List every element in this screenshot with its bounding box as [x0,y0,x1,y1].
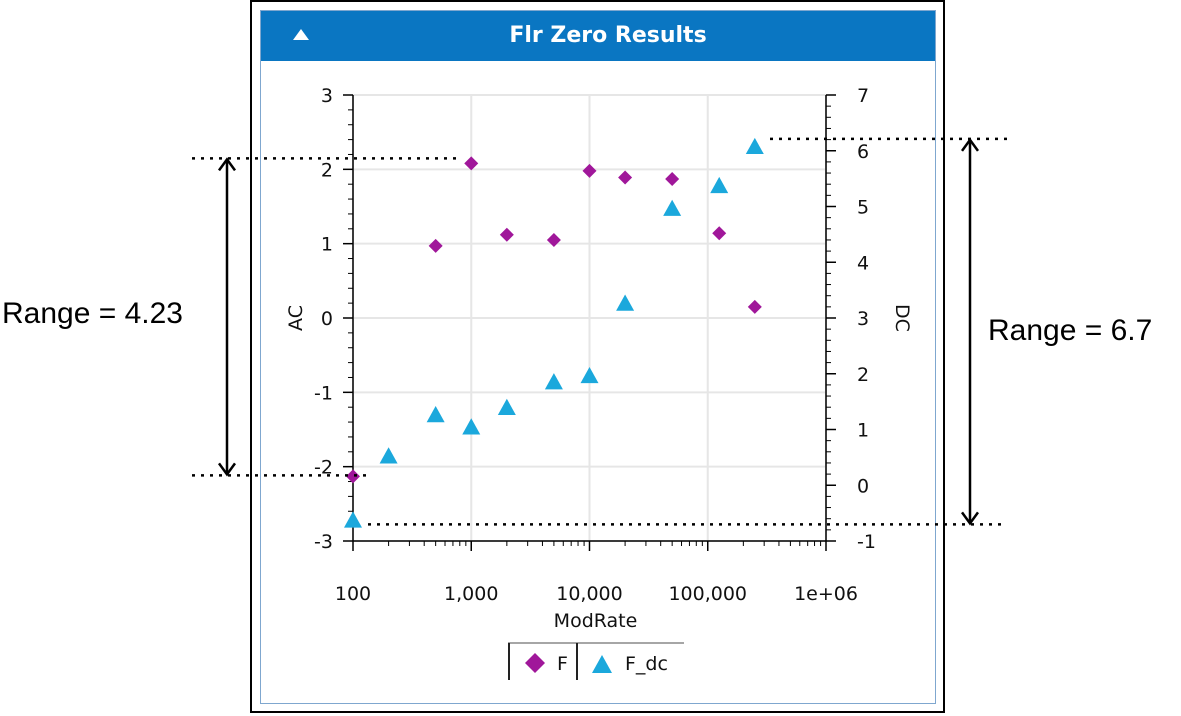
data-point-F [546,232,561,247]
data-point-F_dc [710,176,729,194]
left-axis-label: AC [285,305,307,331]
x-tick-label: 1,000 [444,583,498,605]
left-tick-label: 3 [321,85,333,107]
x-axis-label: ModRate [554,610,638,632]
right-tick-label: 2 [857,364,869,386]
panel-title: Flr Zero Results [509,23,707,48]
left-tick-label: 0 [321,308,333,330]
data-point-F_dc [544,373,563,390]
left-tick-label: 2 [321,159,333,181]
right-tick-label: -1 [857,531,876,553]
right-range-arrow [960,137,980,526]
data-point-F_dc [580,366,599,384]
data-point-F_dc [426,406,445,423]
right-tick-label: 0 [857,475,869,497]
right-tick-label: 6 [857,141,869,163]
left-range-label: Range = 4.23 [2,297,183,330]
right-range-label: Range = 6.7 [988,314,1153,347]
data-point-F_dc [344,511,362,528]
right-tick-label: 7 [857,85,869,107]
legend-label-F_dc: F_dc [625,653,668,675]
data-point-F_dc [745,137,764,155]
data-point-F [464,156,479,171]
arrow-head-top [960,137,980,152]
data-point-F_dc [497,398,516,415]
arrow-head-top [217,157,237,172]
data-point-F_dc [379,447,398,464]
right-tick-label: 3 [857,308,869,330]
x-tick-label: 100,000 [668,583,747,605]
x-tick-label: 1e+06 [794,583,858,605]
left-tick-label: 1 [321,234,333,256]
legend-label-F: F [557,653,568,675]
data-point-F_dc [663,199,682,216]
data-point-F [346,469,360,484]
data-point-F [712,226,727,241]
triangle-up-icon[interactable] [293,29,309,40]
right-axis-label: DC [891,304,913,332]
legend: F F_dc [508,642,684,680]
data-point-F_dc [616,294,635,311]
x-tick-label: 100 [335,583,371,605]
left-tick-label: -3 [314,531,333,553]
right-tick-label: 4 [857,252,869,274]
right-tick-label: 1 [857,420,869,442]
legend-marker-F_dc [592,655,612,673]
data-point-F [428,238,443,253]
left-tick-label: -2 [314,457,333,479]
left-range-arrow [217,157,237,477]
data-point-F_dc [462,418,481,435]
data-point-F [499,227,514,242]
results-panel: Flr Zero Results [260,10,936,704]
data-point-F [618,170,633,185]
data-point-F [582,163,597,178]
arrow-head-bottom [960,511,980,526]
panel-header[interactable]: Flr Zero Results [261,11,935,61]
arrow-head-bottom [217,462,237,477]
right-tick-label: 5 [857,197,869,219]
x-tick-label: 10,000 [556,583,622,605]
legend-marker-F [525,653,545,673]
data-point-F [665,171,680,186]
data-point-F [747,299,762,314]
left-tick-label: -1 [314,382,333,404]
